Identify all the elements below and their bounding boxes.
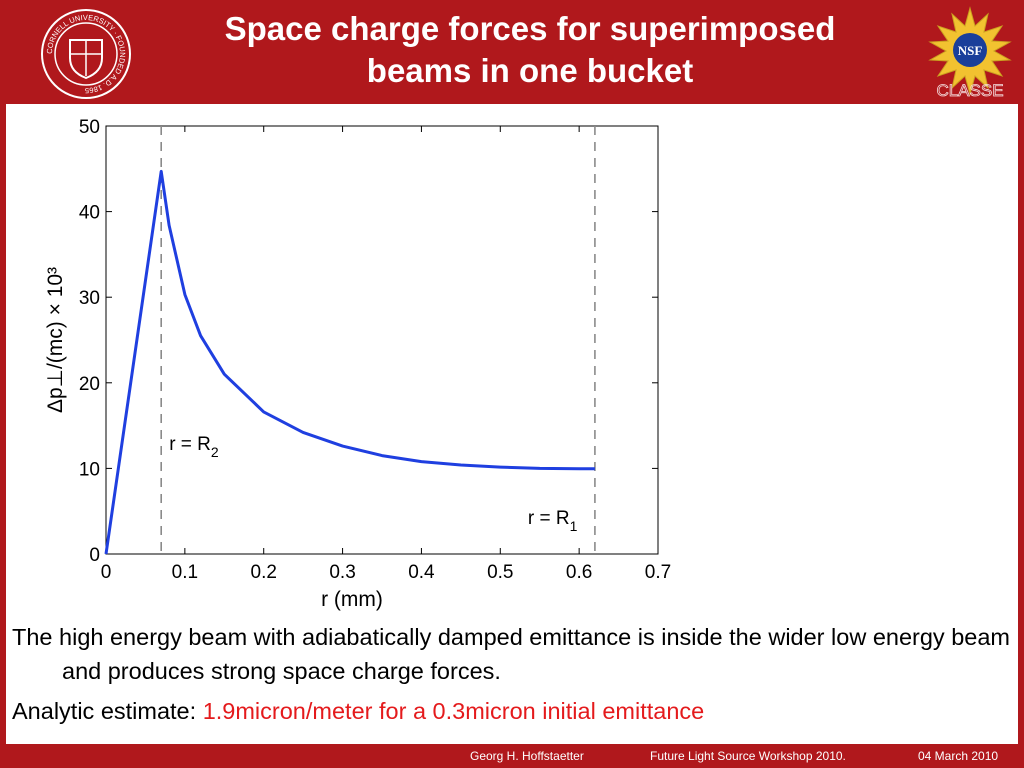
x-tick-label: 0.4 xyxy=(408,562,435,583)
classe-text: CLASSE xyxy=(936,81,1003,100)
footer-author: Georg H. Hoffstaetter xyxy=(470,749,584,763)
x-tick-label: 0.5 xyxy=(487,562,513,583)
paragraph-estimate: Analytic estimate: 1.9micron/meter for a… xyxy=(12,694,1012,728)
y-tick-label: 0 xyxy=(89,545,100,566)
x-tick-label: 0.3 xyxy=(329,562,355,583)
title-line-2: beams in one bucket xyxy=(366,52,694,89)
x-tick-label: 0.1 xyxy=(172,562,198,583)
series-line xyxy=(104,169,595,555)
slide-title: Space charge forces for superimposed bea… xyxy=(140,8,920,92)
marker-label: r = R1 xyxy=(528,508,578,534)
x-tick-label: 0 xyxy=(101,562,112,583)
nsf-text: NSF xyxy=(958,43,983,58)
slide-content: 0 0.1 0.2 0.3 0.4 0.5 0.6 0.7 0 10 20 30 40 50 r = R2 r… xyxy=(6,104,1018,744)
space-charge-chart: 0 0.1 0.2 0.3 0.4 0.5 0.6 0.7 0 10 20 30 40 50 r = R2 r… xyxy=(44,117,671,611)
y-tick-label: 30 xyxy=(79,288,100,309)
plot-frame xyxy=(105,125,659,555)
y-tick-label: 50 xyxy=(79,117,100,138)
estimate-label: Analytic estimate: xyxy=(12,698,203,724)
nsf-classe-logo: NSF CLASSE xyxy=(928,6,1012,100)
title-line-1: Space charge forces for superimposed xyxy=(224,10,836,47)
x-tick-label: 0.7 xyxy=(645,562,671,583)
footer-event: Future Light Source Workshop 2010. xyxy=(650,749,846,763)
footer-date: 04 March 2010 xyxy=(918,749,999,763)
slide-header: CORNELL UNIVERSITY · FOUNDED A.D. 1865 S… xyxy=(0,0,1024,104)
x-tick-label: 0.2 xyxy=(251,562,277,583)
paragraph-description: The high energy beam with adiabatically … xyxy=(12,624,1010,684)
x-tick-label: 0.6 xyxy=(566,562,592,583)
estimate-value: 1.9micron/meter for a 0.3micron initial … xyxy=(202,698,705,724)
cornell-seal-logo: CORNELL UNIVERSITY · FOUNDED A.D. 1865 xyxy=(41,9,131,99)
y-tick-label: 40 xyxy=(79,203,100,224)
slide-footer: Georg H. Hoffstaetter Future Light Sourc… xyxy=(0,744,1024,768)
y-axis-label: Δp⊥/(mc) × 10³ xyxy=(44,267,67,413)
y-tick-label: 10 xyxy=(79,459,100,480)
sunburst-icon: NSF xyxy=(928,6,1012,96)
slide-body: The high energy beam with adiabatically … xyxy=(12,620,1012,728)
marker-label: r = R2 xyxy=(169,434,219,460)
x-axis-label: r (mm) xyxy=(321,588,383,611)
y-tick-label: 20 xyxy=(79,374,100,395)
